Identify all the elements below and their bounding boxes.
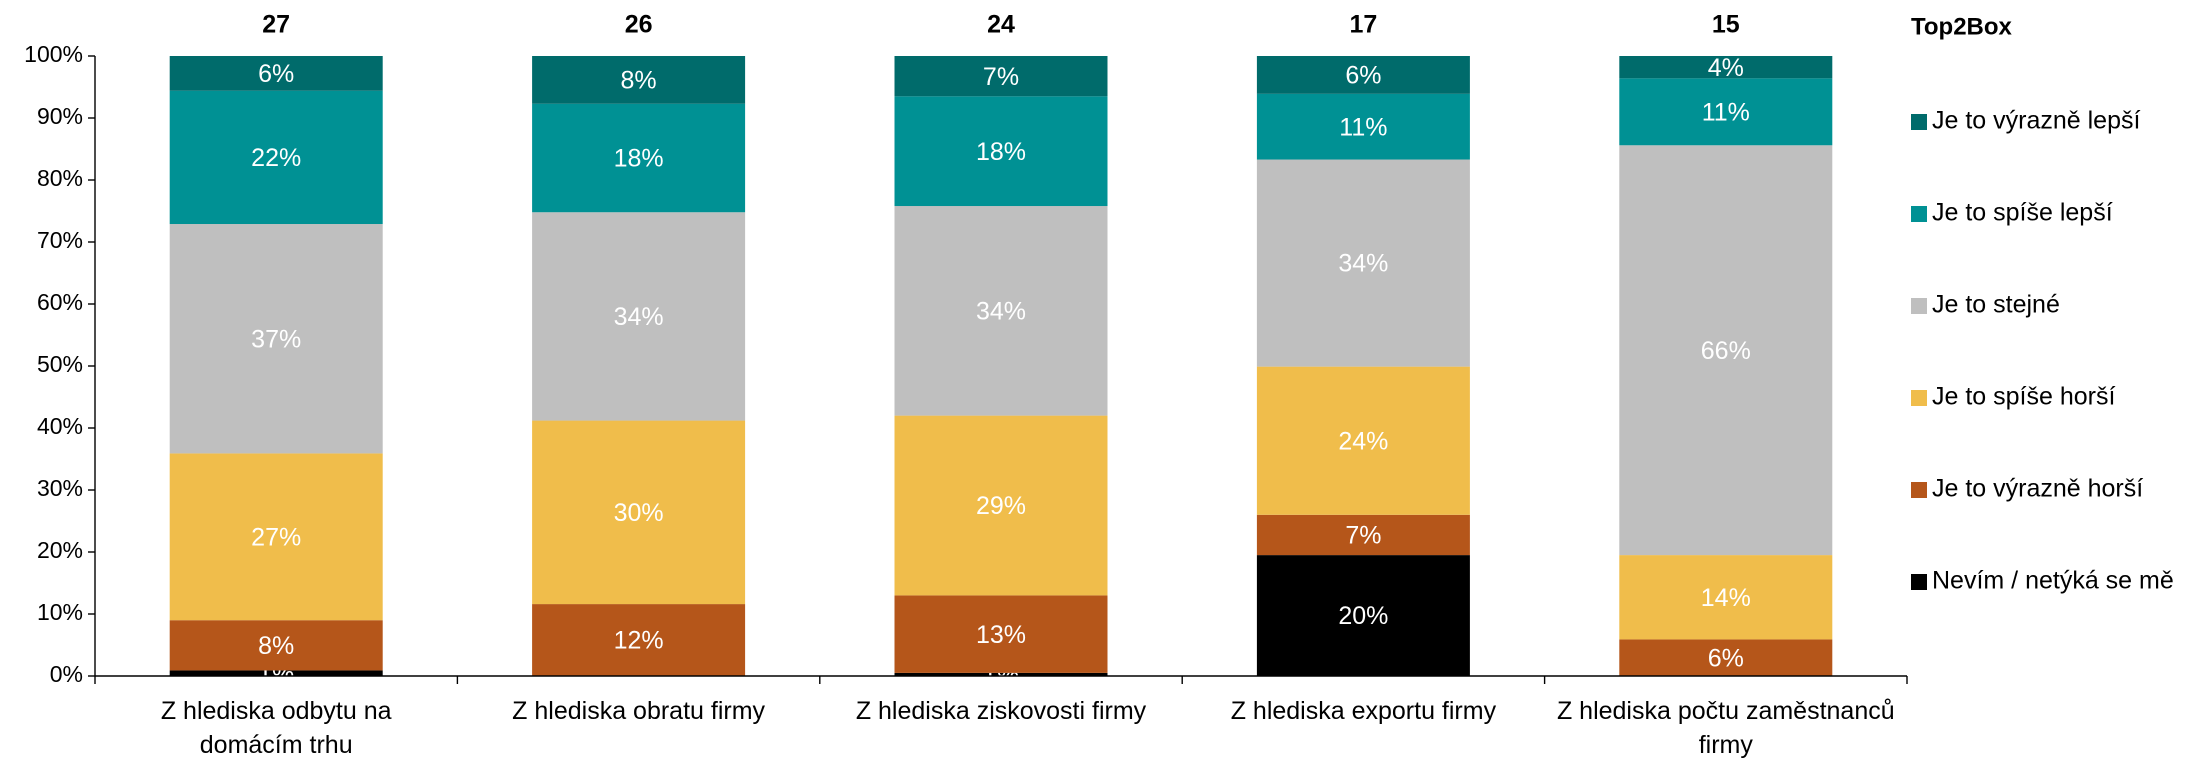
- bar-segment: [894, 206, 1108, 416]
- y-tick-label: 90%: [37, 103, 83, 129]
- data-label: 7%: [983, 63, 1019, 91]
- data-label: 18%: [976, 138, 1026, 166]
- bar-segment: [1619, 78, 1833, 146]
- total-label: 26: [625, 11, 653, 39]
- y-tick-label: 40%: [37, 413, 83, 439]
- bar-segment: [532, 56, 746, 104]
- bar-segment: [894, 595, 1108, 673]
- legend-marker: [1911, 206, 1927, 222]
- legend-label: Je to stejné: [1932, 291, 2060, 319]
- legend-label: Je to výrazně lepší: [1932, 107, 2140, 135]
- bar-segment: [1619, 56, 1833, 79]
- data-label: 27%: [251, 523, 301, 551]
- y-tick-label: 10%: [37, 599, 83, 625]
- legend-label: Je to výrazně horší: [1932, 475, 2143, 503]
- data-label: 11%: [1339, 113, 1387, 141]
- bar-segment: [169, 670, 383, 676]
- bar-segment: [1256, 366, 1470, 515]
- data-label: 6%: [1345, 62, 1381, 90]
- data-label: 14%: [1701, 584, 1751, 612]
- data-label: 8%: [621, 66, 657, 94]
- legend-marker: [1911, 482, 1927, 498]
- bar-segment: [169, 224, 383, 454]
- bar-segment: [532, 103, 746, 213]
- data-label: 34%: [614, 303, 664, 331]
- data-label: 8%: [258, 632, 294, 660]
- data-label: 34%: [1338, 250, 1388, 278]
- data-label: 7%: [1345, 522, 1381, 550]
- bar-segment: [532, 420, 746, 605]
- bar-segment: [1256, 514, 1470, 556]
- y-tick-label: 80%: [37, 165, 83, 191]
- bar-segment: [169, 56, 383, 91]
- data-label: 6%: [258, 60, 294, 88]
- legend-label: Je to spíše lepší: [1932, 199, 2113, 227]
- y-tick-label: 70%: [37, 227, 83, 253]
- bar-segment: [1619, 555, 1833, 640]
- total-label: 17: [1349, 11, 1377, 39]
- data-label: 29%: [976, 492, 1026, 520]
- data-label: 13%: [976, 621, 1026, 649]
- data-label: 37%: [251, 325, 301, 353]
- y-tick-label: 0%: [50, 661, 83, 687]
- y-tick-label: 50%: [37, 351, 83, 377]
- x-tick-label: Z hlediska exportu firmy: [1230, 697, 1497, 725]
- total-label: 27: [262, 11, 290, 39]
- bar-segment: [169, 620, 383, 671]
- data-label: 66%: [1701, 337, 1751, 365]
- x-tick-label: Z hlediska obratu firmy: [512, 697, 766, 725]
- legend-marker: [1911, 574, 1927, 590]
- x-tick-label: Z hlediska počtu zaměstnanců firmy: [1556, 697, 1895, 759]
- bar-segment: [1256, 159, 1470, 367]
- legend-marker: [1911, 114, 1927, 130]
- bar-segment: [532, 604, 746, 676]
- data-label: 22%: [251, 144, 301, 172]
- data-label: 4%: [1708, 54, 1744, 82]
- total-label: 15: [1712, 11, 1740, 39]
- bar-segment: [894, 96, 1108, 207]
- total-label: 24: [987, 11, 1015, 39]
- bar-segment: [1256, 555, 1470, 676]
- bar-segment: [1256, 56, 1470, 94]
- x-tick-label: Z hlediska ziskovosti firmy: [855, 697, 1147, 725]
- y-tick-label: 30%: [37, 475, 83, 501]
- data-label: 6%: [1708, 644, 1744, 672]
- data-label: 24%: [1338, 427, 1388, 455]
- legend-title: Top2Box: [1911, 13, 2013, 40]
- bar-segment: [894, 56, 1108, 97]
- legend-marker: [1911, 298, 1927, 314]
- bar-segment: [169, 453, 383, 621]
- bar-segment: [1619, 145, 1833, 556]
- data-label: 30%: [614, 499, 664, 527]
- legend-label: Je to spíše horší: [1932, 383, 2115, 411]
- data-label: 12%: [614, 627, 664, 655]
- y-tick-label: 100%: [24, 41, 83, 67]
- bar-segment: [532, 212, 746, 421]
- data-label: 34%: [976, 297, 1026, 325]
- legend-label: Nevím / netýká se mě: [1932, 567, 2174, 595]
- bar-segment: [894, 672, 1108, 676]
- bar-segment: [1256, 93, 1470, 160]
- x-tick-label: Z hlediska odbytu na domácím trhu: [160, 697, 392, 759]
- legend-marker: [1911, 390, 1927, 406]
- bar-segment: [1619, 639, 1833, 676]
- bar-segment: [169, 90, 383, 225]
- y-tick-label: 20%: [37, 537, 83, 563]
- data-label: 11%: [1702, 98, 1750, 126]
- data-label: 20%: [1338, 602, 1388, 630]
- data-label: 18%: [614, 145, 664, 173]
- y-tick-label: 60%: [37, 289, 83, 315]
- bar-segment: [894, 415, 1108, 596]
